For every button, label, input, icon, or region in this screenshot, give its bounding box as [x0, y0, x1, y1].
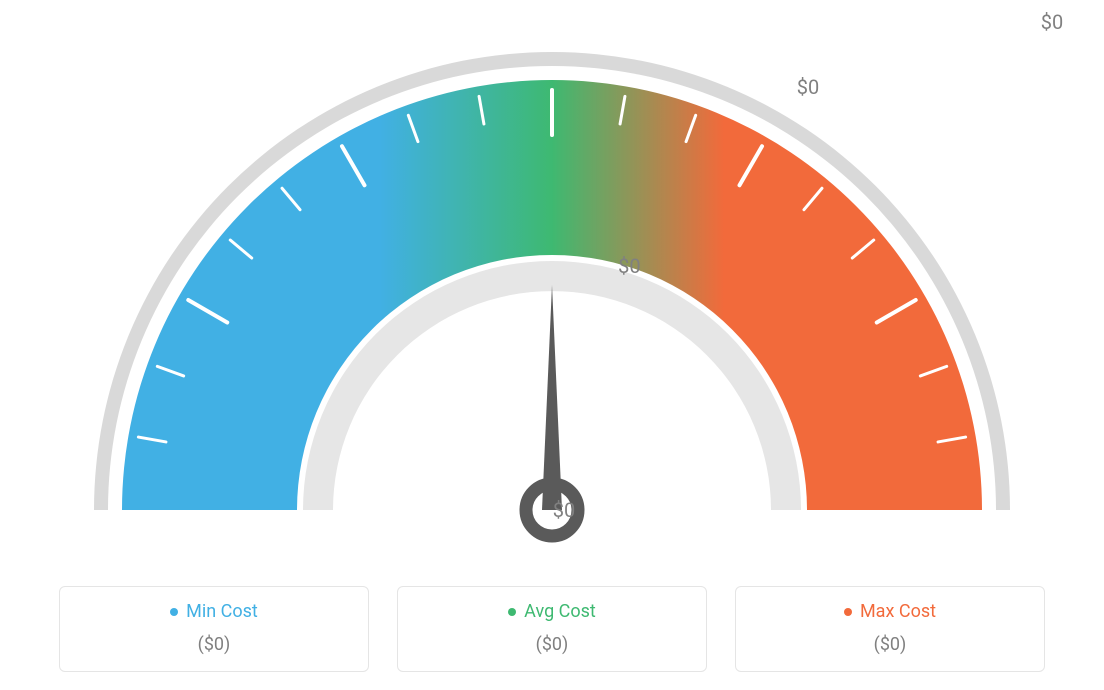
legend-dot-max — [844, 608, 852, 616]
legend-dot-avg — [508, 608, 516, 616]
gauge-scale-label: $0 — [797, 75, 819, 99]
gauge-scale-label: $0 — [618, 254, 640, 278]
gauge-dynamic-group — [94, 52, 1010, 536]
gauge-wrapper — [52, 10, 1052, 550]
gauge-chart-container: $0$0$0$0$0$0$0 Min Cost ($0) Avg Cost ($… — [0, 0, 1104, 690]
gauge-scale-label: $0 — [1041, 10, 1063, 34]
legend-title-min: Min Cost — [170, 601, 258, 622]
gauge-svg — [52, 10, 1052, 550]
legend-value-min: ($0) — [60, 634, 368, 655]
legend-card-min: Min Cost ($0) — [59, 586, 369, 673]
legend-dot-min — [170, 608, 178, 616]
legend-row: Min Cost ($0) Avg Cost ($0) Max Cost ($0… — [59, 586, 1045, 673]
legend-title-max: Max Cost — [844, 601, 936, 622]
gauge-scale-label: $0 — [553, 498, 575, 522]
gauge-needle — [542, 285, 562, 510]
legend-card-max: Max Cost ($0) — [735, 586, 1045, 673]
legend-label-min: Min Cost — [186, 601, 258, 622]
legend-title-avg: Avg Cost — [508, 601, 596, 622]
legend-value-max: ($0) — [736, 634, 1044, 655]
legend-value-avg: ($0) — [398, 634, 706, 655]
legend-label-max: Max Cost — [860, 601, 936, 622]
legend-label-avg: Avg Cost — [524, 601, 596, 622]
legend-card-avg: Avg Cost ($0) — [397, 586, 707, 673]
